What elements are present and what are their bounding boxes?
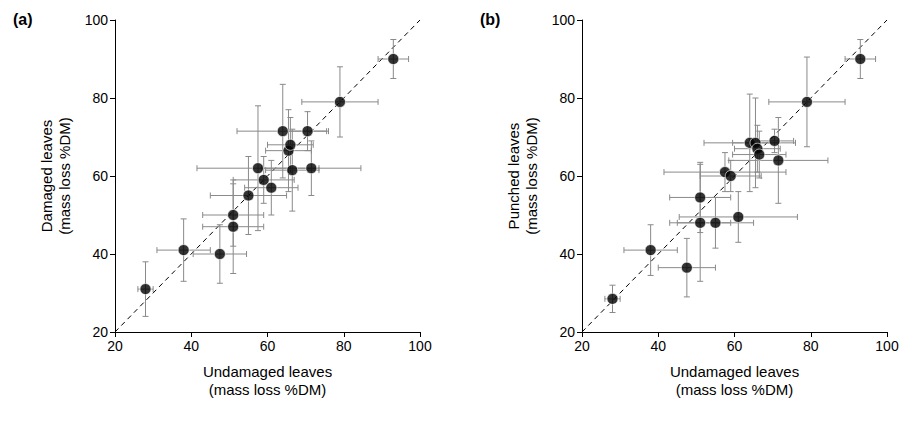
svg-text:100: 100 (552, 12, 576, 28)
svg-text:40: 40 (183, 338, 199, 354)
svg-text:40: 40 (92, 246, 108, 262)
svg-text:80: 80 (336, 338, 352, 354)
svg-text:20: 20 (559, 324, 575, 340)
svg-text:60: 60 (260, 338, 276, 354)
svg-text:(mass loss %DM): (mass loss %DM) (56, 117, 73, 235)
svg-text:20: 20 (107, 338, 123, 354)
svg-text:100: 100 (408, 338, 432, 354)
svg-text:20: 20 (92, 324, 108, 340)
svg-text:60: 60 (559, 168, 575, 184)
svg-text:(mass loss %DM): (mass loss %DM) (676, 381, 794, 398)
svg-text:20: 20 (574, 338, 590, 354)
svg-text:80: 80 (559, 90, 575, 106)
svg-text:80: 80 (92, 90, 108, 106)
svg-text:100: 100 (85, 12, 109, 28)
svg-text:Punched leaves: Punched leaves (505, 123, 522, 230)
svg-text:(mass loss %DM): (mass loss %DM) (209, 381, 327, 398)
svg-text:(mass loss %DM): (mass loss %DM) (523, 117, 540, 235)
svg-text:(a): (a) (13, 11, 33, 28)
svg-text:40: 40 (559, 246, 575, 262)
svg-text:40: 40 (650, 338, 666, 354)
svg-text:Undamaged leaves: Undamaged leaves (203, 363, 332, 380)
svg-text:Undamaged leaves: Undamaged leaves (670, 363, 799, 380)
svg-text:60: 60 (727, 338, 743, 354)
svg-text:100: 100 (875, 338, 899, 354)
svg-text:80: 80 (803, 338, 819, 354)
svg-text:(b): (b) (480, 11, 500, 28)
svg-text:60: 60 (92, 168, 108, 184)
svg-text:Damaged leaves: Damaged leaves (38, 120, 55, 233)
